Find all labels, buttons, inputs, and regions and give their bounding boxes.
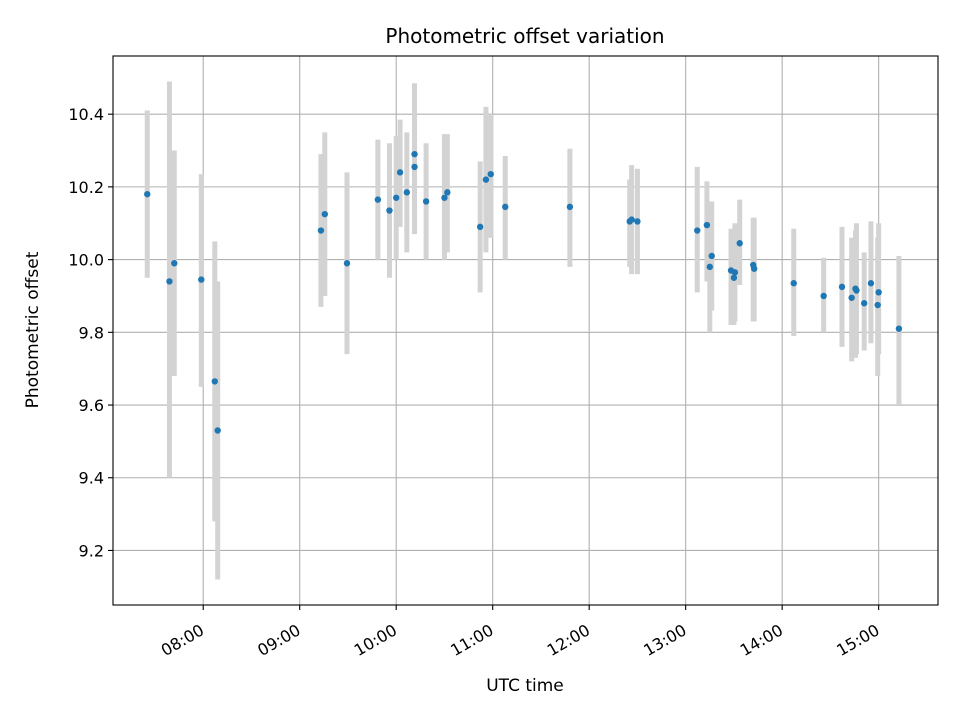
data-point (386, 207, 393, 214)
data-point (171, 260, 178, 267)
data-point (321, 210, 328, 218)
data-point (706, 263, 713, 271)
data-point (211, 378, 218, 385)
data-point (790, 280, 797, 287)
plot-area (113, 56, 938, 605)
data-point (487, 170, 494, 178)
data-point (750, 265, 758, 272)
data-point (411, 150, 418, 158)
data-point (853, 287, 860, 294)
data-point (820, 292, 827, 300)
data-point (736, 240, 743, 247)
data-point (403, 189, 411, 196)
data-point (374, 196, 382, 203)
data-point (198, 276, 205, 283)
data-point (444, 189, 451, 196)
y-tick-label: 9.8 (79, 323, 104, 342)
data-point (396, 169, 404, 176)
data-point (214, 427, 221, 434)
data-point (422, 198, 430, 205)
plot-frame (112, 55, 939, 606)
data-point (838, 283, 846, 291)
y-tick-label: 10.2 (68, 178, 104, 197)
data-point (393, 194, 400, 201)
data-point (144, 190, 151, 198)
data-points (144, 150, 903, 434)
data-point (441, 194, 448, 201)
y-tick-label: 9.2 (79, 541, 104, 560)
data-point (703, 221, 711, 229)
data-point (848, 294, 855, 301)
data-point (166, 278, 173, 285)
data-point (867, 280, 875, 287)
data-point (708, 252, 715, 260)
data-point (343, 260, 351, 267)
y-tick-label: 9.4 (79, 469, 104, 488)
data-point (566, 203, 574, 211)
data-point (874, 301, 881, 309)
data-point (628, 216, 635, 223)
data-point (860, 300, 868, 307)
y-tick-label: 10.4 (68, 105, 104, 124)
data-point (482, 176, 490, 183)
data-point (895, 325, 903, 332)
data-point (694, 227, 701, 234)
data-point (730, 274, 738, 281)
data-point (875, 289, 882, 296)
y-tick-label: 9.6 (79, 396, 104, 415)
y-axis-ticks: 9.2 9.4 9.6 9.8 10.0 10.2 10.4 (68, 105, 113, 560)
data-point (731, 269, 739, 276)
data-point (502, 203, 509, 211)
data-point (317, 227, 325, 234)
x-axis-label: UTC time (486, 676, 564, 696)
chart-title: Photometric offset variation (385, 24, 664, 48)
data-point (411, 163, 418, 171)
y-axis-label: Photometric offset (23, 251, 43, 408)
data-point (634, 218, 641, 225)
data-point (476, 223, 484, 231)
y-tick-label: 10.0 (68, 251, 104, 270)
